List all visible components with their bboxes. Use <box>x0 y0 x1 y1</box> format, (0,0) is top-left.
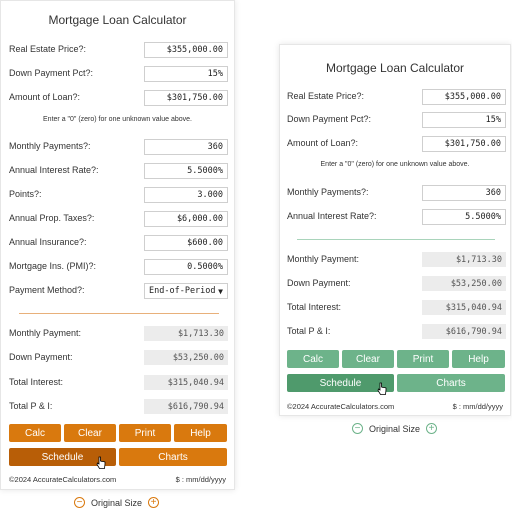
payment-method-value: End-of-Period <box>149 286 216 296</box>
annual-interest-rate-input[interactable]: 5.5000% <box>422 209 506 225</box>
chevron-down-icon: ▼ <box>218 286 223 296</box>
amount-of-loan-label: Amount of Loan?: <box>9 92 81 102</box>
print-button[interactable]: Print <box>119 424 171 442</box>
calculator-title: Mortgage Loan Calculator <box>48 13 187 27</box>
down-payment-pct-label: Down Payment Pct?: <box>9 68 94 78</box>
down-payment-pct-input[interactable]: 15% <box>422 112 506 128</box>
monthly-payments-label: Monthly Payments?: <box>9 141 91 151</box>
zoom-out-icon[interactable]: − <box>74 497 85 508</box>
zero-note: Enter a "0" (zero) for one unknown value… <box>320 161 470 168</box>
charts-button[interactable]: Charts <box>397 374 505 392</box>
schedule-button[interactable]: Schedule <box>287 374 394 392</box>
print-button[interactable]: Print <box>397 350 449 368</box>
original-size-label[interactable]: Original Size <box>91 497 143 508</box>
clear-button[interactable]: Clear <box>64 424 116 442</box>
calc-button[interactable]: Calc <box>287 350 339 368</box>
total-interest-value: $315,040.94 <box>144 375 228 390</box>
amount-of-loan-label: Amount of Loan?: <box>287 138 359 148</box>
pmi-label: Mortgage Ins. (PMI)?: <box>9 261 97 271</box>
help-button[interactable]: Help <box>174 424 227 442</box>
charts-button[interactable]: Charts <box>119 448 227 466</box>
date-format-text: $ : mm/dd/yyyy <box>452 402 503 411</box>
mortgage-calculator-left: Mortgage Loan Calculator Real Estate Pri… <box>0 0 235 490</box>
real-estate-price-label: Real Estate Price?: <box>287 91 365 101</box>
down-payment-label: Down Payment: <box>9 352 73 362</box>
size-control-right: − Original Size + <box>352 423 438 434</box>
divider <box>19 313 219 314</box>
total-interest-label: Total Interest: <box>287 302 342 312</box>
total-pi-label: Total P & I: <box>287 326 331 336</box>
monthly-payment-value: $1,713.30 <box>144 326 228 341</box>
points-input[interactable]: 3.000 <box>144 187 228 203</box>
monthly-payment-value: $1,713.30 <box>422 252 506 267</box>
total-pi-value: $616,790.94 <box>422 324 506 339</box>
annual-interest-rate-input[interactable]: 5.5000% <box>144 163 228 179</box>
zoom-in-icon[interactable]: + <box>426 423 438 434</box>
payment-method-select[interactable]: End-of-Period ▼ <box>144 283 228 299</box>
schedule-button[interactable]: Schedule <box>9 448 116 466</box>
annual-prop-taxes-label: Annual Prop. Taxes?: <box>9 213 95 223</box>
hand-cursor-icon <box>96 456 106 469</box>
down-payment-value: $53,250.00 <box>422 276 506 291</box>
total-pi-label: Total P & I: <box>9 401 53 411</box>
monthly-payments-label: Monthly Payments?: <box>287 187 369 197</box>
mortgage-calculator-right: Mortgage Loan Calculator Real Estate Pri… <box>279 44 511 416</box>
amount-of-loan-input[interactable]: $301,750.00 <box>144 90 228 106</box>
annual-insurance-input[interactable]: $600.00 <box>144 235 228 251</box>
down-payment-pct-label: Down Payment Pct?: <box>287 114 372 124</box>
date-format-text: $ : mm/dd/yyyy <box>175 475 226 484</box>
calc-button[interactable]: Calc <box>9 424 61 442</box>
divider <box>297 239 495 240</box>
annual-insurance-label: Annual Insurance?: <box>9 237 87 247</box>
payment-method-label: Payment Method?: <box>9 285 85 295</box>
total-pi-value: $616,790.94 <box>144 399 228 414</box>
calculator-title: Mortgage Loan Calculator <box>325 61 465 75</box>
copyright-text: ©2024 AccurateCalculators.com <box>287 402 395 411</box>
annual-interest-rate-label: Annual Interest Rate?: <box>287 211 377 221</box>
down-payment-pct-input[interactable]: 15% <box>144 66 228 82</box>
total-interest-value: $315,040.94 <box>422 300 506 315</box>
zero-note: Enter a "0" (zero) for one unknown value… <box>43 116 192 123</box>
zoom-out-icon[interactable]: − <box>352 423 363 434</box>
pmi-input[interactable]: 0.5000% <box>144 259 228 275</box>
monthly-payments-input[interactable]: 360 <box>422 185 506 201</box>
annual-prop-taxes-input[interactable]: $6,000.00 <box>144 211 228 227</box>
points-label: Points?: <box>9 189 42 199</box>
hand-cursor-icon <box>377 382 387 395</box>
clear-button[interactable]: Clear <box>342 350 394 368</box>
annual-interest-rate-label: Annual Interest Rate?: <box>9 165 99 175</box>
monthly-payment-label: Monthly Payment: <box>9 328 82 338</box>
down-payment-value: $53,250.00 <box>144 350 228 365</box>
copyright-text: ©2024 AccurateCalculators.com <box>9 475 117 484</box>
total-interest-label: Total Interest: <box>9 377 64 387</box>
monthly-payments-input[interactable]: 360 <box>144 139 228 155</box>
zoom-in-icon[interactable]: + <box>148 497 160 508</box>
help-button[interactable]: Help <box>452 350 505 368</box>
amount-of-loan-input[interactable]: $301,750.00 <box>422 136 506 152</box>
size-control-left: − Original Size + <box>74 497 160 508</box>
real-estate-price-input[interactable]: $355,000.00 <box>144 42 228 58</box>
real-estate-price-label: Real Estate Price?: <box>9 44 87 54</box>
original-size-label[interactable]: Original Size <box>369 423 421 434</box>
real-estate-price-input[interactable]: $355,000.00 <box>422 89 506 105</box>
down-payment-label: Down Payment: <box>287 278 351 288</box>
monthly-payment-label: Monthly Payment: <box>287 254 360 264</box>
